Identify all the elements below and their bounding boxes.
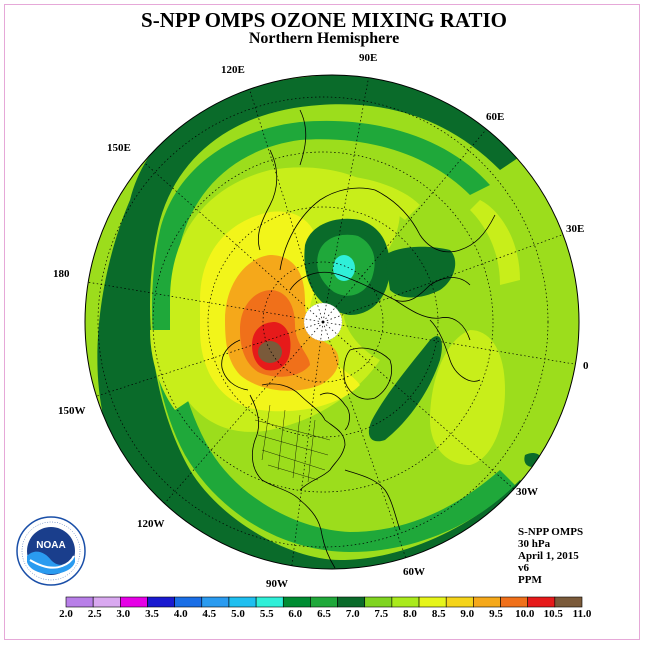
graticule (85, 75, 579, 569)
colorbar-swatch (282, 596, 311, 608)
colorbar-swatch (418, 596, 447, 608)
map-title: S-NPP OMPS OZONE MIXING RATIO (141, 8, 507, 32)
lon-label-120e: 120E (221, 64, 245, 76)
ozone-field (85, 75, 579, 569)
colorbar-tick-label: 2.5 (87, 608, 102, 620)
noaa-logo: NOAA (16, 516, 86, 586)
colorbar-swatch (255, 596, 284, 608)
lon-label-60w: 60W (403, 566, 425, 578)
colorbar-tick-label: 5.5 (259, 608, 274, 620)
colorbar-tick-label: 10.5 (543, 608, 563, 620)
colorbar-tick-label: 3.5 (145, 608, 159, 620)
colorbar-tick-label: 9.5 (489, 608, 503, 620)
lon-label-90e: 90E (359, 52, 378, 64)
colorbar-tick-label: 11.0 (572, 608, 592, 620)
colorbar-swatch (554, 596, 583, 608)
info-pressure: 30 hPa (518, 538, 551, 550)
lon-label-180: 180 (53, 268, 70, 280)
globe-outline (84, 74, 580, 570)
colorbar-swatch (473, 596, 501, 608)
colorbar-swatch (147, 596, 175, 608)
lon-label-90w: 90W (266, 578, 288, 590)
colorbar-tick-label: 10.0 (515, 608, 535, 620)
lon-label-150e: 150E (107, 142, 131, 154)
colorbar-tick-label: 4.0 (173, 608, 188, 620)
outer-mid-band (152, 120, 515, 552)
siberian-low-core (333, 255, 355, 281)
noaa-logo-text: NOAA (36, 540, 65, 551)
lon-label-60e: 60E (486, 111, 505, 123)
colorbar-tick-label: 7.5 (374, 608, 389, 620)
colorbar-tick-label: 9.0 (460, 608, 475, 620)
us-state-lines (254, 404, 331, 483)
info-date: April 1, 2015 (518, 550, 579, 562)
lon-label-150w: 150W (58, 405, 86, 417)
info-units: PPM (518, 574, 542, 586)
colorbar-swatch (120, 596, 148, 608)
colorbar-swatch (92, 596, 121, 608)
yellow-green-east (430, 330, 505, 465)
colorbar-swatch (391, 596, 420, 608)
atlantic-arm (368, 336, 442, 442)
colorbar-swatch (337, 596, 366, 608)
figure-frame (4, 4, 640, 640)
colorbar-tick-label: 4.5 (202, 608, 217, 620)
info-version: v6 (518, 562, 529, 574)
colorbar-tick-label: 6.0 (288, 608, 303, 620)
lon-label-120w: 120W (137, 518, 165, 530)
lon-label-30e: 30E (566, 223, 585, 235)
lon-label-0: 0 (583, 360, 589, 372)
coastlines (221, 109, 496, 569)
colorbar-tick-label: 6.5 (317, 608, 331, 620)
colorbar-tick-label: 2.0 (59, 608, 73, 620)
colorbar-swatch (310, 596, 338, 608)
info-product: S-NPP OMPS (518, 526, 584, 538)
colorbar-swatch (527, 596, 556, 608)
colorbar-swatch (174, 596, 203, 608)
colorbar-swatch (364, 596, 393, 608)
colorbar-swatch (65, 596, 94, 608)
colorbar-tick-label: 7.0 (345, 608, 360, 620)
colorbar-swatch (500, 596, 528, 608)
brown-max (258, 341, 282, 363)
colorbar-swatch (445, 596, 474, 608)
colorbar-swatch (201, 596, 230, 608)
colorbar-tick-label: 8.0 (403, 608, 417, 620)
colorbar-tick-label: 5.0 (231, 608, 245, 620)
colorbar (65, 596, 583, 608)
map-subtitle: Northern Hemisphere (248, 30, 400, 47)
colorbar-swatch (228, 596, 257, 608)
colorbar-tick-label: 3.0 (116, 608, 131, 620)
colorbar-tick-label: 8.5 (431, 608, 446, 620)
lon-label-30w: 30W (516, 486, 538, 498)
